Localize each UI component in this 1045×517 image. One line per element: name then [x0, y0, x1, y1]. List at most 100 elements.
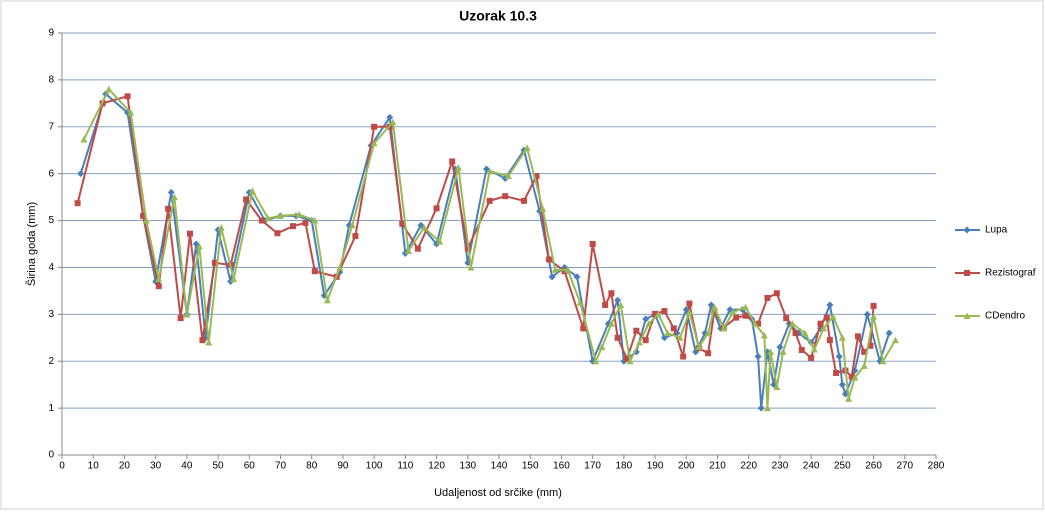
marker	[289, 223, 296, 230]
marker	[742, 312, 749, 319]
x-tick-label: 170	[584, 461, 601, 472]
marker	[523, 144, 531, 151]
y-tick-label: 1	[48, 403, 54, 414]
x-tick-label: 210	[709, 461, 726, 472]
marker	[808, 354, 815, 361]
marker	[751, 320, 759, 327]
y-tick-label: 9	[48, 28, 54, 39]
marker	[676, 334, 684, 341]
x-tick-label: 110	[397, 461, 413, 472]
y-tick-label: 4	[48, 262, 54, 273]
y-tick-label: 5	[48, 215, 54, 226]
marker	[183, 310, 191, 318]
marker	[589, 241, 596, 247]
marker	[404, 247, 412, 255]
marker	[642, 315, 650, 323]
marker	[885, 329, 893, 337]
marker	[879, 357, 887, 365]
marker	[870, 302, 877, 309]
marker	[829, 313, 837, 320]
marker	[371, 123, 378, 130]
marker	[788, 320, 796, 327]
marker	[486, 197, 493, 204]
x-tick-label: 200	[678, 461, 695, 472]
marker	[826, 337, 833, 344]
marker	[654, 310, 662, 318]
marker	[602, 301, 609, 308]
marker	[564, 266, 572, 273]
x-tick-label: 230	[772, 461, 789, 472]
marker	[598, 343, 606, 351]
x-tick-label: 130	[459, 461, 476, 472]
x-tick-label: 20	[119, 461, 131, 472]
y-tick-label: 6	[48, 168, 54, 179]
marker	[860, 362, 868, 369]
marker	[838, 334, 846, 341]
chart-title: Uzorak 10.3	[459, 8, 537, 24]
marker	[623, 355, 630, 362]
marker	[633, 327, 640, 334]
marker	[205, 338, 213, 346]
series-line	[82, 87, 897, 409]
legend-marker	[963, 226, 971, 234]
marker	[760, 331, 768, 339]
marker	[792, 330, 799, 337]
marker	[399, 220, 406, 227]
marker	[833, 369, 840, 376]
x-tick-label: 220	[740, 461, 757, 472]
marker	[607, 320, 615, 327]
marker	[548, 273, 556, 281]
x-tick-label: 100	[366, 461, 383, 472]
x-axis-title: Udaljenost od srčike (mm)	[434, 487, 562, 499]
marker	[170, 193, 178, 201]
marker	[539, 205, 547, 212]
x-tick-label: 0	[59, 461, 65, 472]
marker	[258, 217, 265, 224]
legend-label: Lupa	[985, 225, 1008, 236]
marker	[798, 346, 805, 353]
marker	[817, 320, 824, 327]
marker	[848, 373, 855, 380]
marker	[779, 348, 787, 355]
marker	[80, 135, 88, 143]
marker	[248, 187, 256, 195]
marker	[754, 353, 762, 361]
marker	[851, 374, 859, 381]
y-axis-title: Širina goda (mm)	[25, 202, 38, 286]
marker	[733, 314, 740, 321]
marker	[186, 230, 193, 237]
marker	[77, 170, 85, 178]
x-tick-label: 140	[491, 461, 508, 472]
marker	[545, 256, 552, 263]
marker	[617, 301, 625, 308]
x-tick-label: 240	[803, 461, 820, 472]
marker	[433, 205, 440, 212]
marker	[742, 303, 750, 311]
marker	[661, 308, 668, 315]
marker	[311, 268, 318, 275]
marker	[783, 315, 790, 322]
marker	[680, 353, 687, 360]
x-tick-label: 60	[244, 461, 256, 472]
x-tick-label: 70	[275, 461, 287, 472]
marker	[729, 308, 737, 315]
marker	[124, 93, 131, 100]
legend-label: Rezistograf	[985, 268, 1036, 279]
marker	[576, 299, 584, 306]
x-tick-label: 120	[428, 461, 445, 472]
marker	[710, 303, 718, 311]
marker	[74, 200, 81, 207]
legend-marker	[964, 270, 970, 276]
marker	[614, 296, 622, 304]
marker	[705, 350, 712, 357]
marker	[142, 217, 150, 224]
marker	[127, 109, 135, 116]
marker	[870, 313, 878, 320]
x-tick-label: 30	[150, 461, 162, 472]
marker	[695, 343, 703, 351]
marker	[217, 224, 225, 231]
marker	[449, 158, 456, 165]
marker	[810, 346, 818, 353]
